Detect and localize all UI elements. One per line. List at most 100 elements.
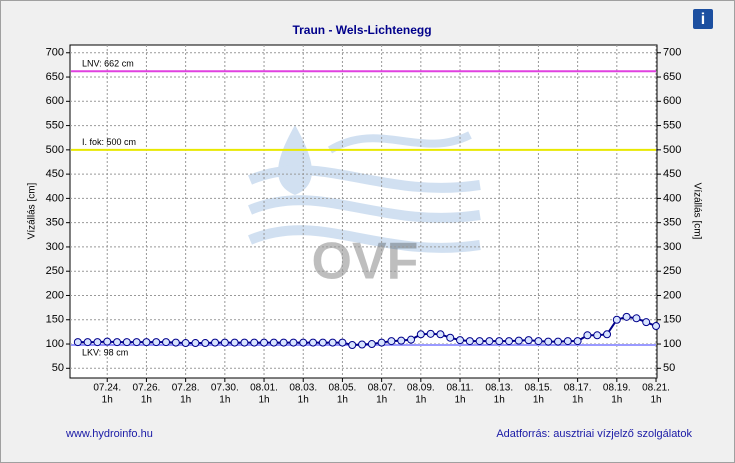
y-tick-label: 150 (46, 314, 64, 326)
x-tick-label: 08.15. (525, 383, 553, 394)
x-tick-sublabel: 1h (650, 395, 661, 406)
x-tick-label: 07.24. (93, 383, 121, 394)
x-tick-sublabel: 1h (141, 395, 152, 406)
y-tick-label: 50 (52, 362, 64, 374)
y-tick-label: 100 (46, 338, 64, 350)
footer-source: Adatforrás: ausztriai vízjelző szolgálat… (496, 428, 692, 440)
x-tick-label: 08.09. (407, 383, 435, 394)
footer-link[interactable]: www.hydroinfo.hu (65, 428, 153, 440)
data-point (514, 336, 523, 345)
x-tick-sublabel: 1h (454, 395, 465, 406)
y2-tick-label: 250 (663, 265, 681, 277)
x-tick-sublabel: 1h (611, 395, 622, 406)
data-point (162, 338, 171, 347)
data-point (289, 338, 298, 347)
data-point (181, 339, 190, 348)
data-point (338, 338, 347, 347)
x-tick-sublabel: 1h (337, 395, 348, 406)
data-point (524, 336, 533, 345)
x-tick-label: 08.03. (289, 383, 317, 394)
y-tick-label: 600 (46, 95, 64, 107)
y2-tick-label: 550 (663, 119, 681, 131)
x-tick-sublabel: 1h (180, 395, 191, 406)
data-point (269, 338, 278, 347)
data-point (279, 338, 288, 347)
data-point (318, 338, 327, 347)
x-tick-label: 07.26. (133, 383, 161, 394)
data-point (465, 337, 474, 346)
data-point (387, 337, 396, 346)
data-point (377, 338, 386, 347)
data-point (240, 338, 249, 347)
x-tick-sublabel: 1h (298, 395, 309, 406)
data-point (485, 337, 494, 346)
x-tick-label: 08.19. (603, 383, 631, 394)
x-tick-sublabel: 1h (258, 395, 269, 406)
y2-tick-label: 350 (663, 217, 681, 229)
y2-tick-label: 100 (663, 338, 681, 350)
y2-tick-label: 600 (663, 95, 681, 107)
data-point (142, 338, 151, 347)
y-tick-label: 300 (46, 241, 64, 253)
y2-tick-label: 700 (663, 47, 681, 59)
data-point (73, 338, 82, 347)
data-point (367, 340, 376, 349)
data-point (113, 338, 122, 347)
data-point (103, 337, 112, 346)
y2-tick-label: 400 (663, 192, 681, 204)
data-point (642, 318, 651, 327)
data-point (328, 338, 337, 347)
y-tick-label: 650 (46, 71, 64, 83)
threshold-label: LKV: 98 cm (82, 347, 128, 357)
data-point (260, 338, 269, 347)
data-point (583, 331, 592, 340)
data-point (652, 322, 661, 331)
x-tick-sublabel: 1h (415, 395, 426, 406)
x-tick-label: 08.01. (250, 383, 278, 394)
data-point (475, 337, 484, 346)
data-point (505, 337, 514, 346)
x-tick-label: 07.28. (172, 383, 200, 394)
data-point (171, 338, 180, 347)
data-point (456, 336, 465, 345)
data-point (426, 329, 435, 338)
x-tick-label: 08.13. (485, 383, 513, 394)
x-tick-label: 08.05. (329, 383, 357, 394)
data-point (495, 337, 504, 346)
data-point (416, 330, 425, 339)
x-tick-sublabel: 1h (219, 395, 230, 406)
threshold-label: I. fok: 500 cm (82, 137, 136, 147)
data-point (397, 336, 406, 345)
x-tick-label: 08.21. (642, 383, 670, 394)
info-icon[interactable]: i (693, 9, 713, 29)
y2-tick-label: 150 (663, 314, 681, 326)
y2-tick-label: 650 (663, 71, 681, 83)
data-point (446, 333, 455, 342)
x-tick-sublabel: 1h (572, 395, 583, 406)
data-point (152, 338, 161, 347)
data-point (309, 338, 318, 347)
data-point (603, 330, 612, 339)
data-point (211, 338, 220, 347)
x-tick-sublabel: 1h (102, 395, 113, 406)
data-point (622, 312, 631, 321)
data-point (407, 335, 416, 344)
data-point (563, 337, 572, 346)
data-point (83, 338, 92, 347)
y-tick-label: 350 (46, 217, 64, 229)
data-point (632, 314, 641, 323)
data-point (534, 337, 543, 346)
data-point (220, 338, 229, 347)
y2-tick-label: 300 (663, 241, 681, 253)
y2-tick-label: 450 (663, 168, 681, 180)
y-axis-title: Vízállás [cm] (27, 182, 38, 239)
data-point (358, 340, 367, 349)
data-point (250, 338, 259, 347)
data-point (436, 330, 445, 339)
data-point (348, 340, 357, 349)
watermark: OVF (312, 233, 419, 291)
x-tick-sublabel: 1h (376, 395, 387, 406)
x-tick-label: 07.30. (211, 383, 239, 394)
y-tick-label: 450 (46, 168, 64, 180)
